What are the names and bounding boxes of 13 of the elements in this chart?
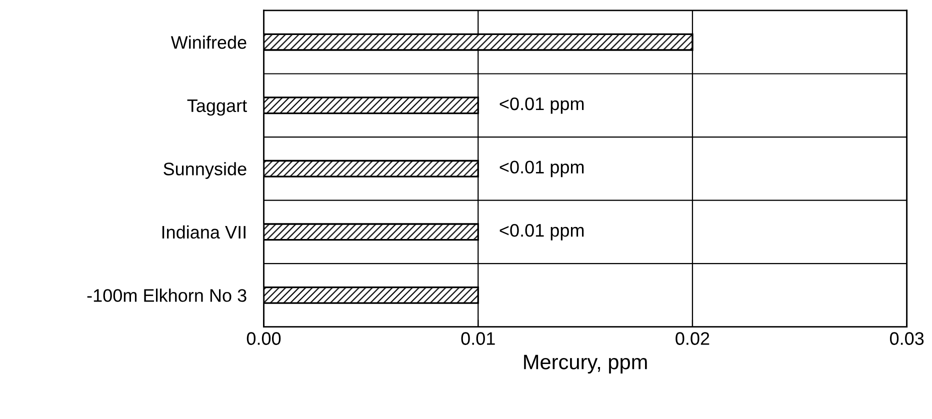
x-axis-title: Mercury, ppm — [524, 354, 647, 374]
data-label: <0.01 ppm — [500, 97, 584, 114]
y-tick-label: Sunnyside — [164, 162, 246, 179]
y-tick-label: Indiana VII — [162, 225, 246, 239]
data-label: <0.01 ppm — [500, 160, 584, 178]
x-tick-label: 0.02 — [676, 332, 710, 345]
x-tick-label: 0.00 — [246, 332, 281, 345]
x-tick-label: 0.01 — [461, 332, 495, 345]
y-tick-label: Winifrede — [170, 36, 246, 49]
y-tick-label: -100m Elkhorn No 3 — [87, 288, 246, 302]
y-tick-label: Taggart — [187, 100, 247, 116]
data-label: <0.01 ppm — [500, 224, 584, 240]
x-tick-label: 0.03 — [890, 332, 924, 345]
